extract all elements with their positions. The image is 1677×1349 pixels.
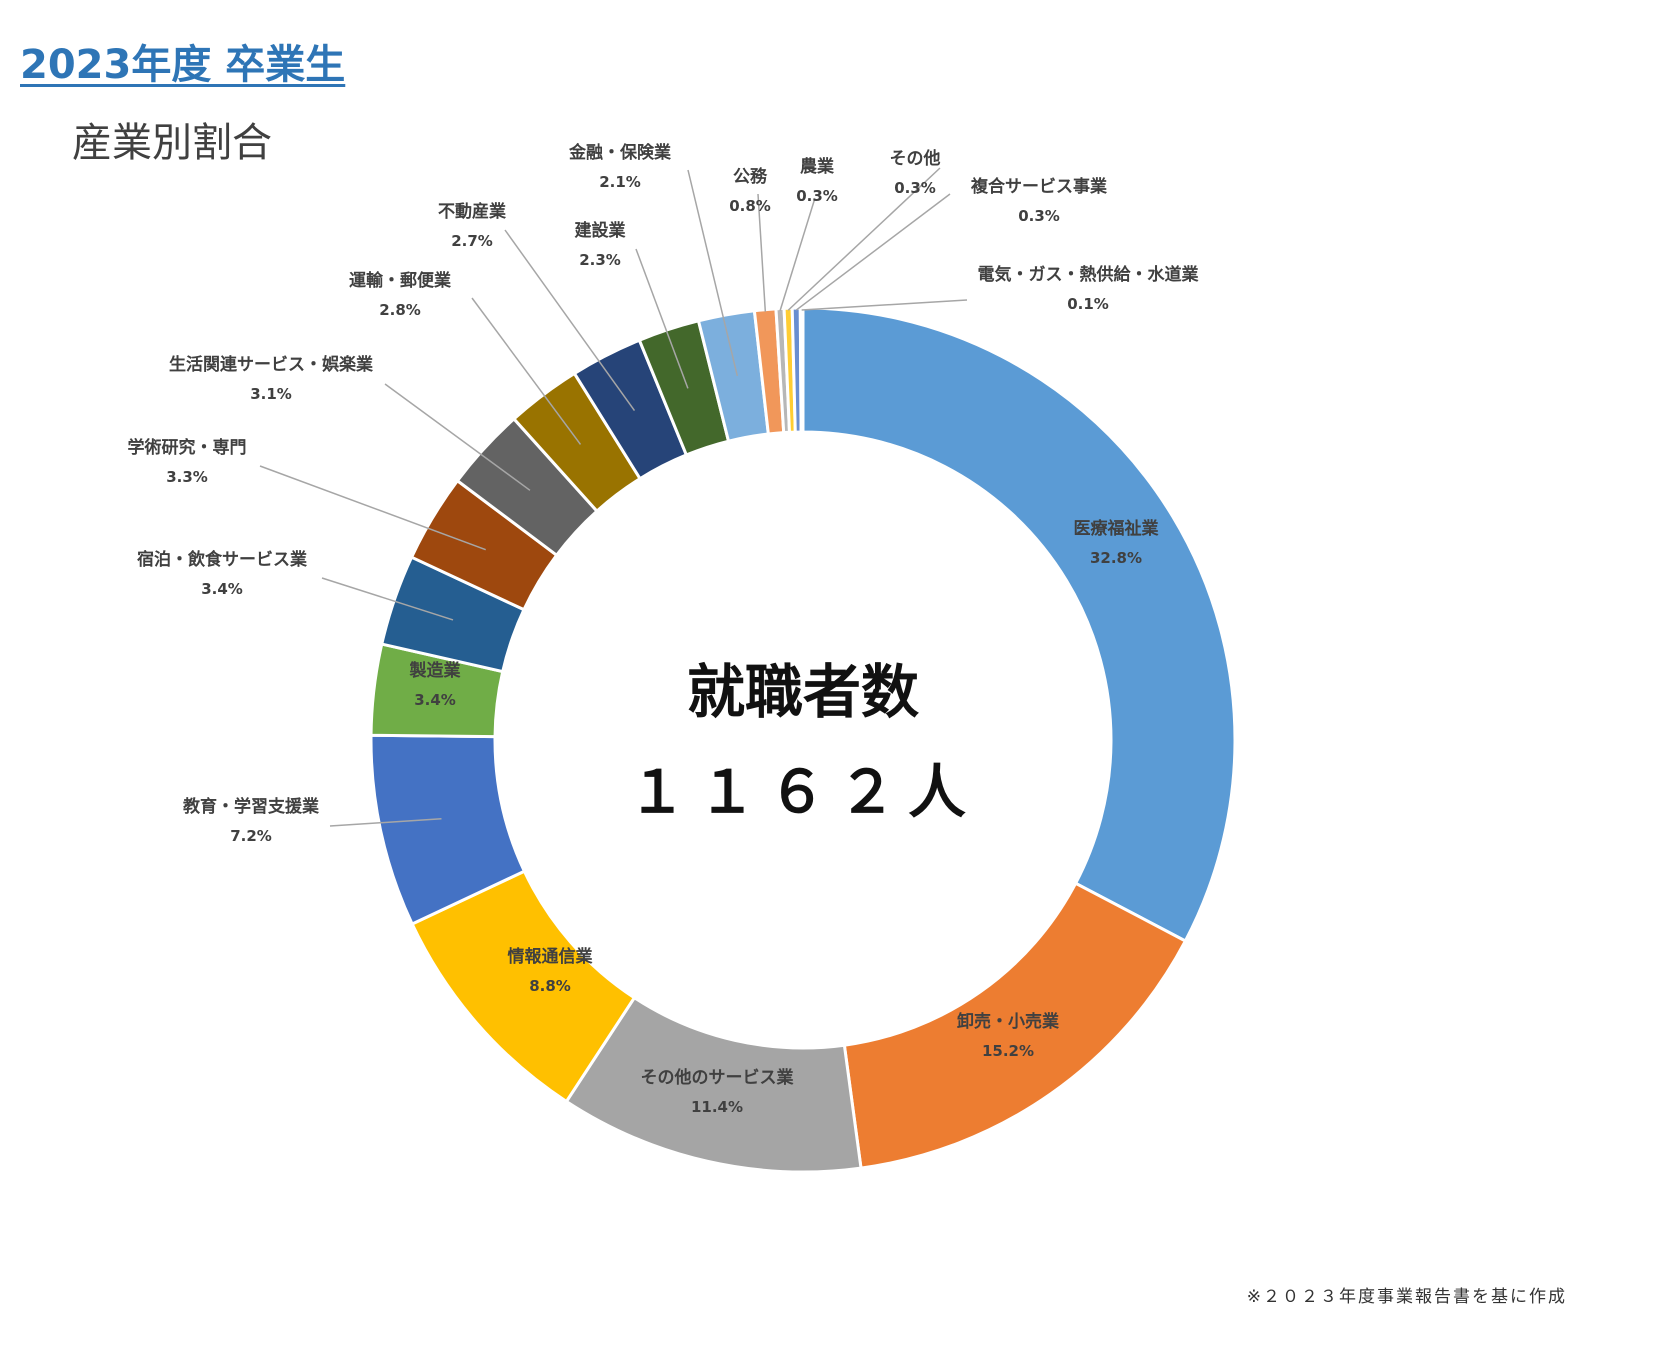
slice-label-7: 宿泊・飲食サービス業 xyxy=(137,549,307,570)
slice-value-13: 2.1% xyxy=(599,173,641,191)
slice-label-15: 農業 xyxy=(800,156,834,177)
slice-label-13: 金融・保険業 xyxy=(568,142,671,163)
leader-line-5 xyxy=(329,818,442,827)
slice-value-12: 2.3% xyxy=(579,251,621,269)
leader-line-10 xyxy=(471,297,582,445)
slice-label-10: 運輸・郵便業 xyxy=(349,270,451,291)
leader-line-11 xyxy=(504,229,636,412)
page-subtitle: 産業別割合 xyxy=(72,120,272,166)
source-footnote: ※２０２３年度事業報告書を基に作成 xyxy=(1246,1287,1567,1307)
page-title: 2023年度 卒業生 xyxy=(20,42,346,88)
slice-value-10: 2.8% xyxy=(379,301,421,319)
slice-value-9: 3.1% xyxy=(250,385,292,403)
slice-label-5: 教育・学習支援業 xyxy=(182,796,319,817)
leader-line-9 xyxy=(384,383,531,491)
center-value: １１６２人 xyxy=(628,758,978,826)
leader-line-7 xyxy=(321,577,454,621)
slice-label-1: 医療福祉業 xyxy=(1074,518,1159,539)
slice-value-6: 3.4% xyxy=(414,691,456,709)
slice-value-14: 0.8% xyxy=(729,197,771,215)
leader-lines xyxy=(259,167,968,827)
slice-label-9: 生活関連サービス・娯楽業 xyxy=(169,354,373,375)
slice-value-16: 0.3% xyxy=(894,179,936,197)
slice-value-18: 0.1% xyxy=(1067,295,1109,313)
leader-line-18 xyxy=(801,299,968,311)
leader-line-12 xyxy=(635,248,689,389)
slice-value-17: 0.3% xyxy=(1018,207,1060,225)
center-label: 就職者数 xyxy=(687,658,919,726)
slice-value-3: 11.4% xyxy=(691,1098,743,1116)
slice-label-2: 卸売・小売業 xyxy=(957,1011,1059,1032)
slice-value-1: 32.8% xyxy=(1090,549,1142,567)
slice-value-7: 3.4% xyxy=(201,580,243,598)
slice-label-16: その他 xyxy=(890,148,941,169)
leader-line-14 xyxy=(757,193,767,312)
slice-label-8: 学術研究・専門 xyxy=(128,437,247,458)
slice-label-4: 情報通信業 xyxy=(508,946,593,967)
leader-line-15 xyxy=(779,197,816,311)
donut-slices xyxy=(369,306,1237,1174)
slice-value-5: 7.2% xyxy=(230,827,272,845)
slice-value-11: 2.7% xyxy=(451,232,493,250)
slice-label-18: 電気・ガス・熱供給・水道業 xyxy=(978,264,1199,285)
slice-labels: 医療福祉業 32.8% 卸売・小売業 15.2% その他のサービス業 11.4% 情報通信業… xyxy=(128,142,1199,1116)
slice-label-3: その他のサービス業 xyxy=(641,1067,794,1088)
leader-line-17 xyxy=(795,193,951,311)
slice-value-15: 0.3% xyxy=(796,187,838,205)
slice-18 xyxy=(798,306,805,434)
slice-value-4: 8.8% xyxy=(529,977,571,995)
slice-label-17: 複合サービス事業 xyxy=(970,176,1107,197)
slice-1 xyxy=(801,306,1237,944)
slice-label-6: 製造業 xyxy=(409,660,461,681)
slice-label-12: 建設業 xyxy=(575,220,626,241)
leader-line-16 xyxy=(787,167,941,311)
leader-line-8 xyxy=(259,465,486,551)
slice-label-11: 不動産業 xyxy=(438,201,506,222)
slice-value-2: 15.2% xyxy=(982,1042,1034,1060)
slice-value-8: 3.3% xyxy=(166,468,208,486)
slice-label-14: 公務 xyxy=(733,166,768,187)
leader-line-13 xyxy=(687,169,739,377)
